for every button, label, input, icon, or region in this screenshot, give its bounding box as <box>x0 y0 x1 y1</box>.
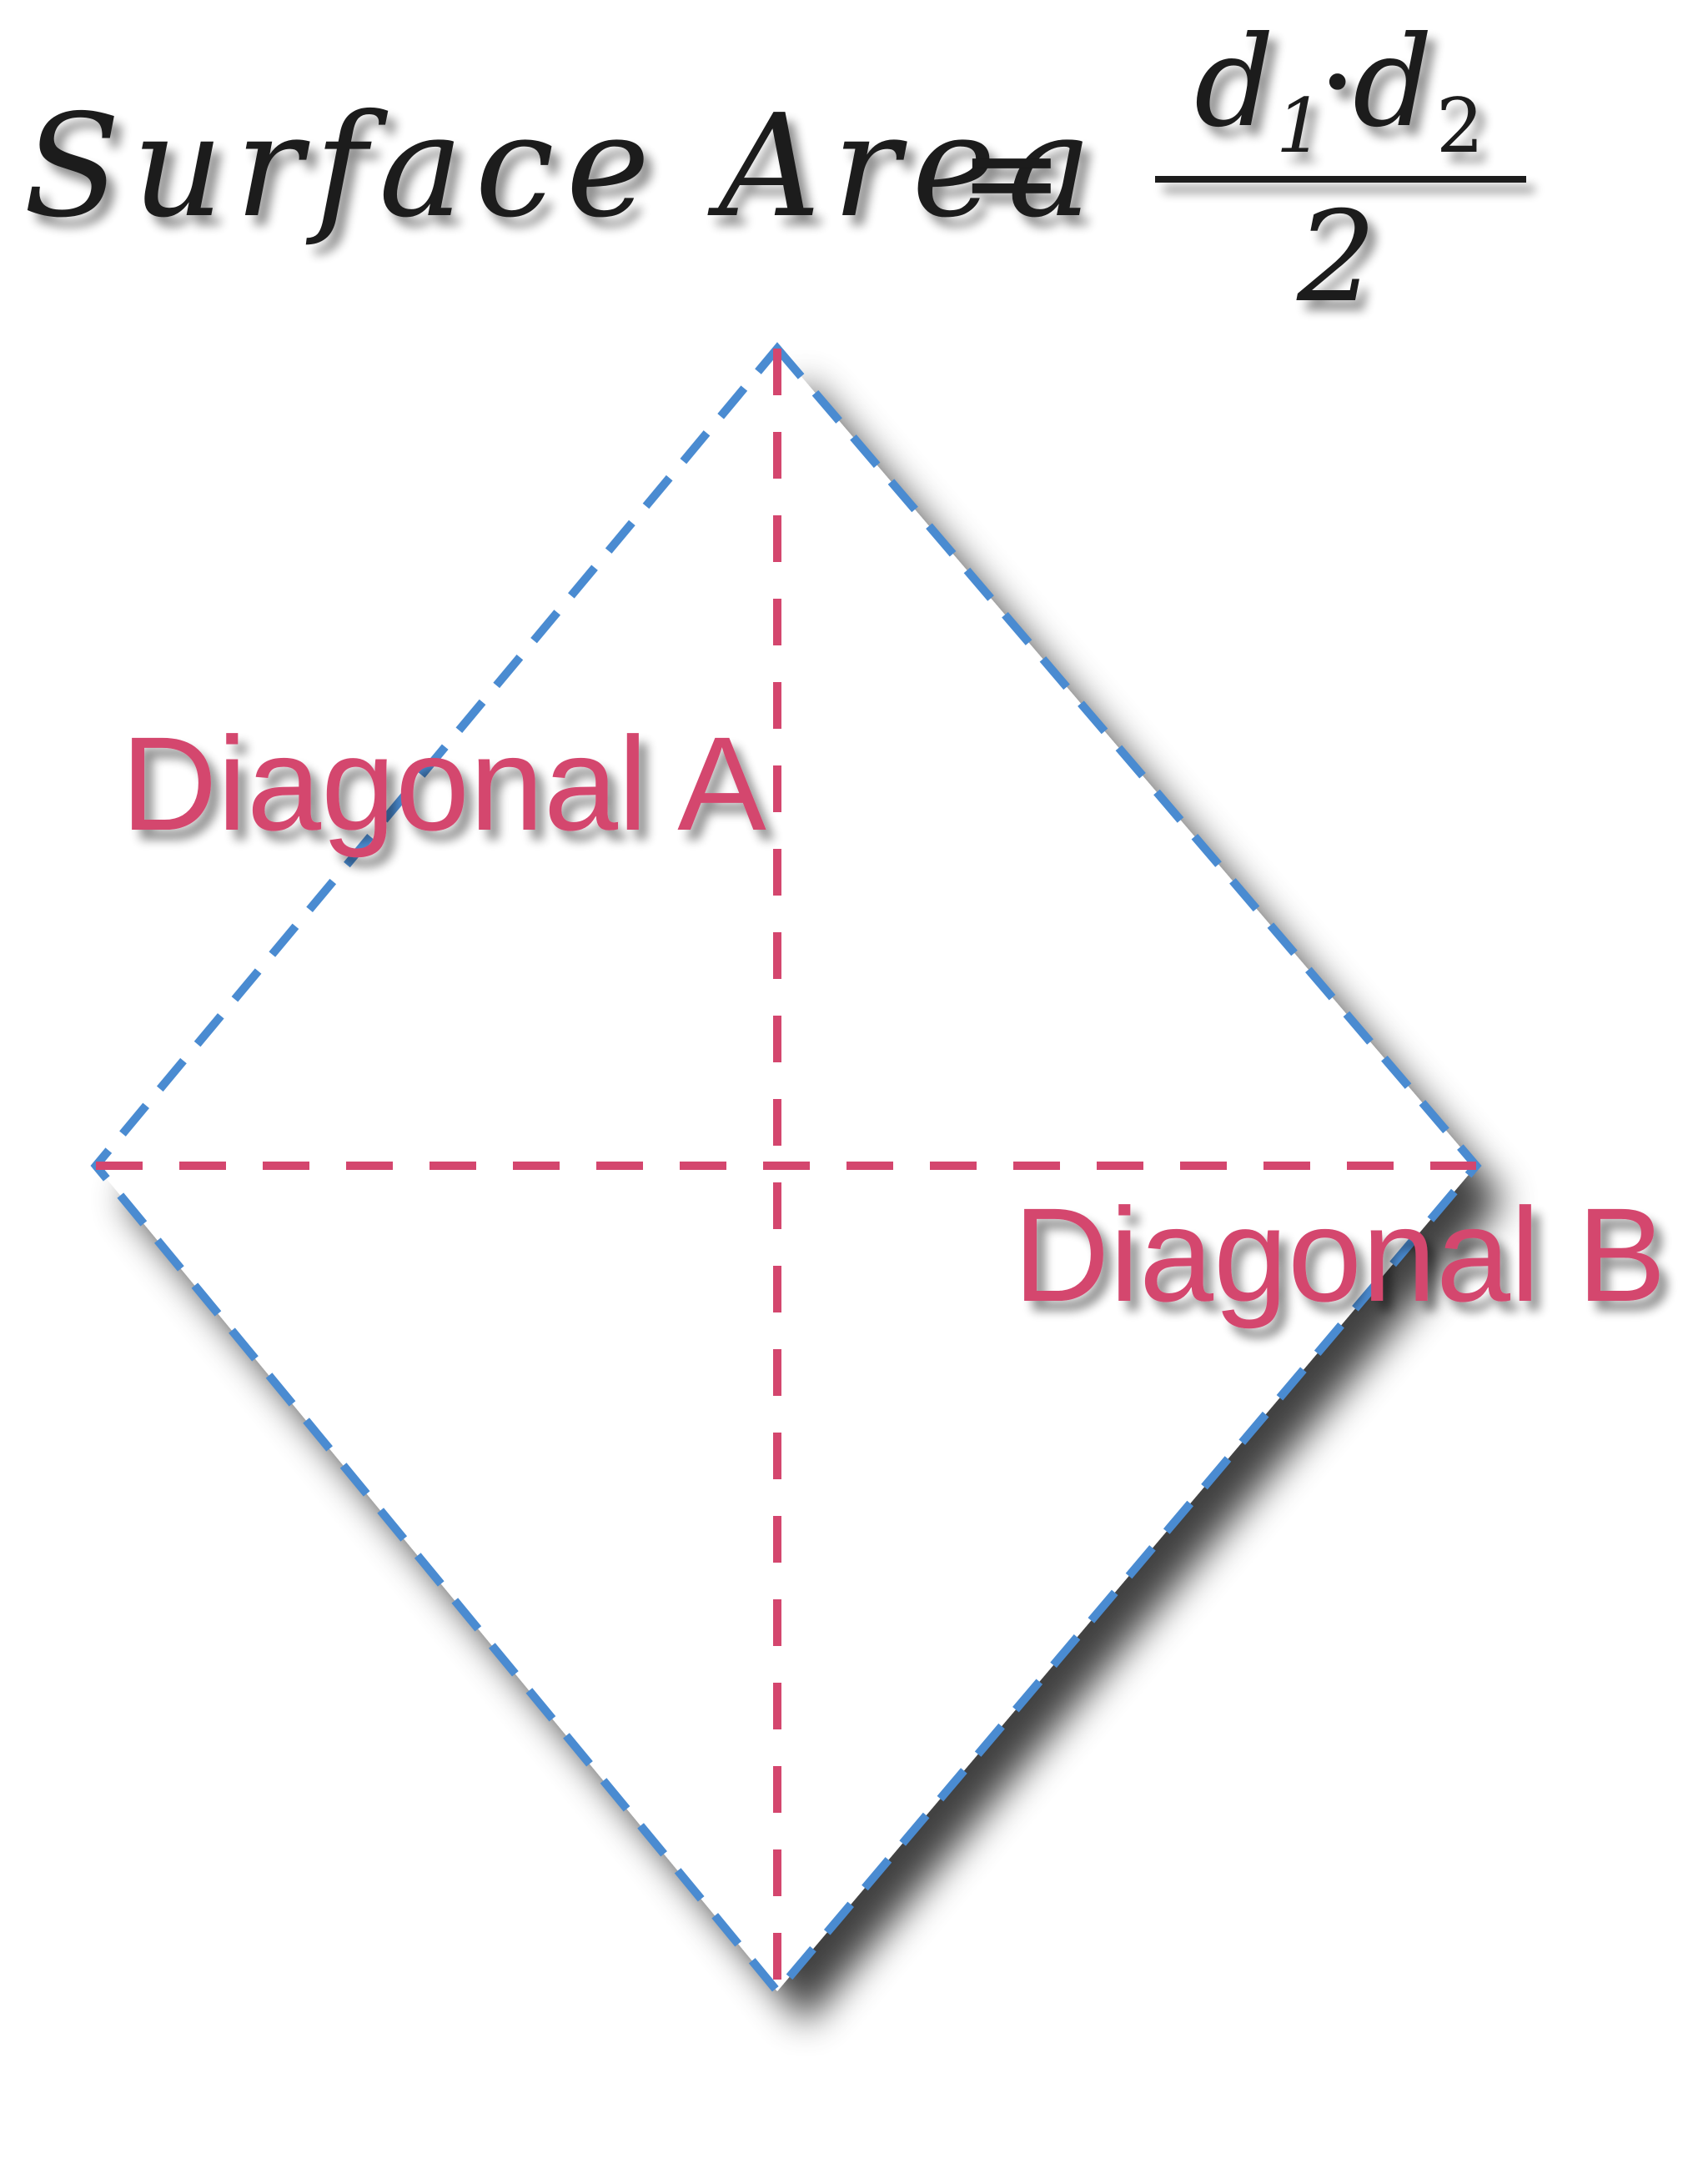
formula-numerator-sub1: 1 <box>1276 83 1324 170</box>
formula-numerator-d2: d <box>1353 10 1433 155</box>
formula-lhs: Surface Area <box>23 84 1103 249</box>
rhombus-outline <box>90 342 1482 1998</box>
diagonal-a-label: Diagonal A <box>121 709 766 858</box>
formula-numerator-d1: d <box>1194 10 1274 155</box>
formula-numerator-sub2: 2 <box>1436 83 1484 170</box>
formula-equals: = <box>959 100 1064 245</box>
diagonal-b-label: Diagonal B <box>1013 1180 1666 1329</box>
formula: Surface Area = d 1 · d 2 2 <box>23 10 1526 330</box>
formula-denominator: 2 <box>1296 185 1376 330</box>
formula-numerator-dot: · <box>1318 10 1358 155</box>
